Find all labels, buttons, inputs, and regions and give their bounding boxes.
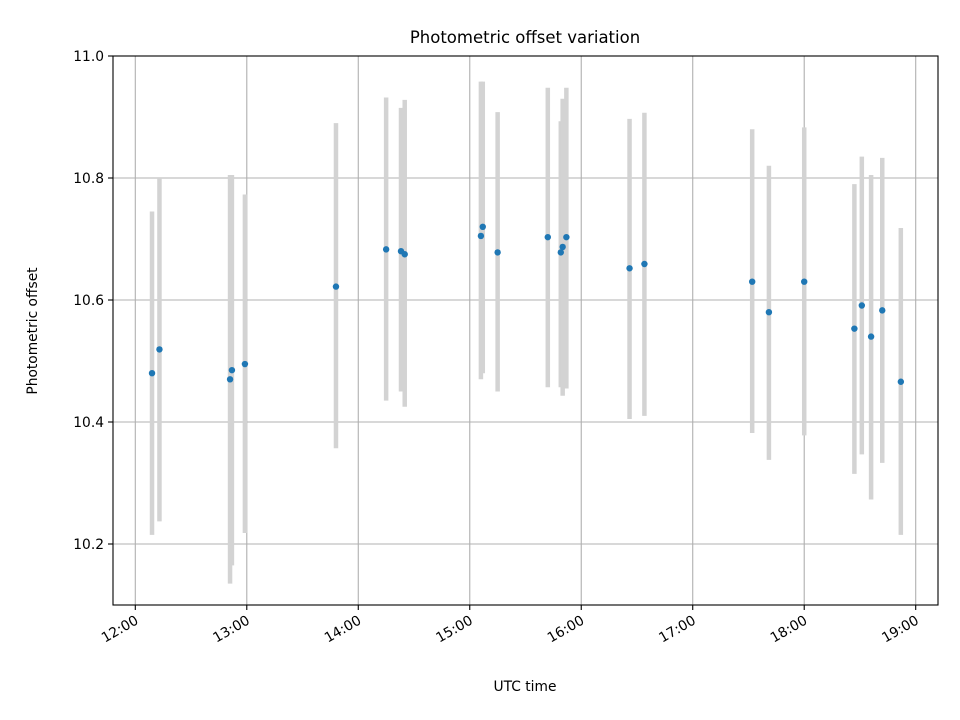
data-points [148,223,905,385]
y-axis-ticks: 10.2 10.4 10.6 10.8 11.0 [73,49,113,553]
data-point [494,249,501,256]
data-point [801,278,808,285]
data-point [858,302,866,309]
data-point [563,233,570,241]
data-point [332,283,340,290]
y-axis-label: Photometric offset [25,267,41,395]
data-point [241,360,249,368]
y-tick-label: 10.2 [73,537,104,553]
data-point [544,233,551,241]
data-point [557,249,565,256]
y-tick-label: 10.4 [73,415,104,431]
data-point [748,278,756,285]
data-point [879,307,886,314]
data-point [765,309,773,316]
y-tick-label: 10.8 [73,171,104,187]
data-point [477,232,485,240]
data-point [156,346,163,353]
data-point [401,251,408,258]
y-tick-label: 10.6 [73,293,104,309]
chart-title: Photometric offset variation [410,28,640,47]
plot-frame [112,55,939,606]
x-axis-label: UTC time [494,679,557,695]
data-point [559,243,566,251]
data-point [479,223,486,230]
data-point [641,260,648,268]
data-point [897,378,905,385]
data-point [382,246,390,253]
data-point [626,265,633,272]
data-point [851,325,858,332]
data-point [228,366,236,374]
data-point [867,333,875,340]
data-point [226,376,234,383]
data-point [148,370,156,377]
y-tick-label: 11.0 [73,49,104,65]
